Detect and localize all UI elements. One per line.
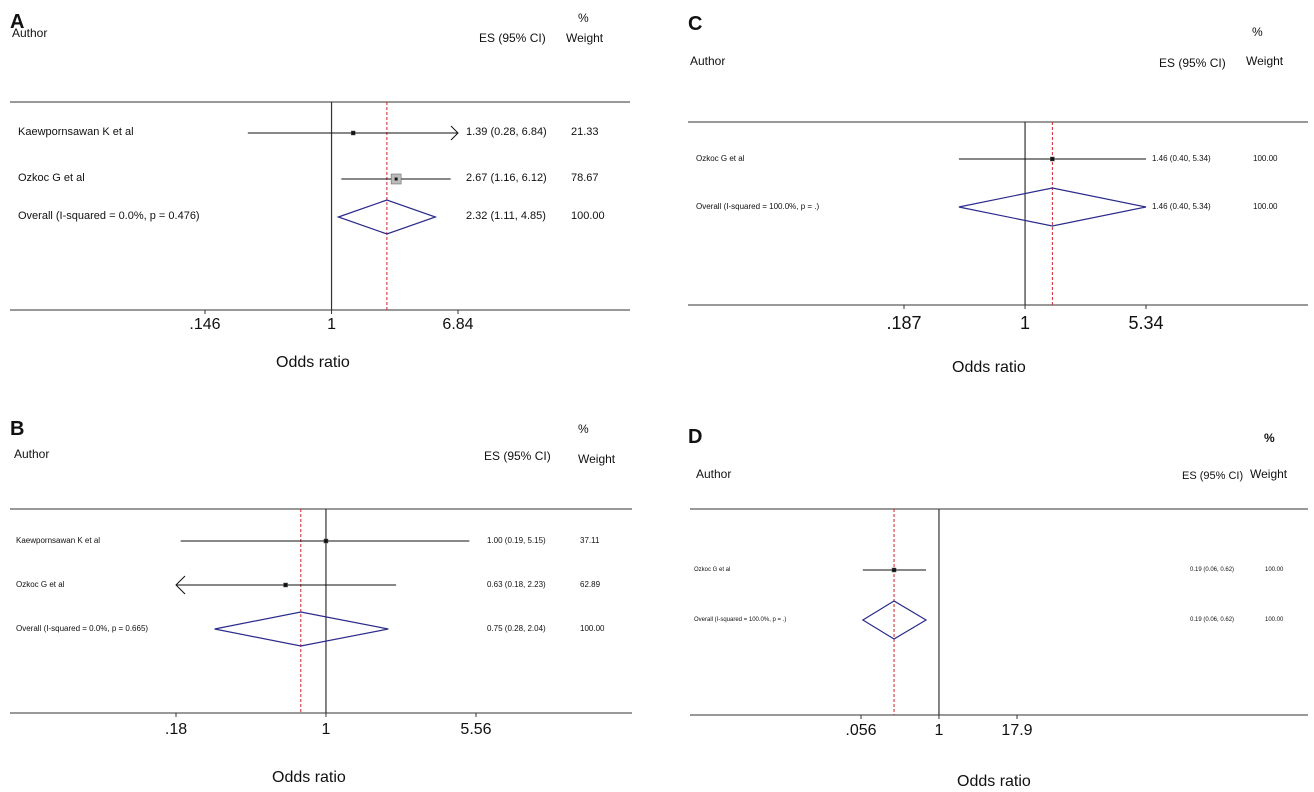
header-es: ES (95% CI) xyxy=(1182,470,1244,482)
forest-plot-c xyxy=(688,121,1308,309)
x-tick-label: 17.9 xyxy=(1001,722,1033,740)
header-es: ES (95% CI) xyxy=(479,31,546,45)
panel-letter: A xyxy=(10,11,25,33)
overall-label: Overall (I-squared = 0.0%, p = 0.665) xyxy=(16,623,149,633)
study-label: Ozkoc G et al xyxy=(16,579,65,589)
panel-letter: C xyxy=(688,13,703,35)
overall-es: 2.32 (1.11, 4.85) xyxy=(466,209,546,222)
study-label: Ozkoc G et al xyxy=(696,153,745,163)
x-axis-title: Odds ratio xyxy=(276,354,350,371)
ci-arrow-left xyxy=(175,575,186,595)
study-label: Ozkoc G et al xyxy=(18,171,85,184)
x-tick-label: .187 xyxy=(886,313,922,334)
study-es: 1.00 (0.19, 5.15) xyxy=(487,535,546,545)
point-center xyxy=(351,131,355,135)
header-author: Author xyxy=(12,26,48,40)
header-weight: Weight xyxy=(578,452,616,466)
header-author: Author xyxy=(14,447,50,461)
panel-letter: B xyxy=(10,418,25,440)
header-pct: % xyxy=(1264,431,1275,445)
overall-diamond xyxy=(861,600,928,640)
study-es: 1.39 (0.28, 6.84) xyxy=(466,125,547,138)
header-weight: Weight xyxy=(1246,54,1284,68)
x-axis-title: Odds ratio xyxy=(957,773,1031,790)
header-author: Author xyxy=(690,54,726,68)
study-es: 2.67 (1.16, 6.12) xyxy=(466,171,547,184)
x-tick-label: 1 xyxy=(1020,313,1031,334)
x-axis-title: Odds ratio xyxy=(952,359,1026,376)
study-weight: 62.89 xyxy=(580,579,601,589)
panel-a: A Author ES (95% CI) % Weight Kaewpornsa… xyxy=(0,0,640,395)
ci-arrow-right xyxy=(450,125,459,141)
forest-plot-a xyxy=(10,101,630,314)
header-weight: Weight xyxy=(566,31,604,45)
x-tick-label: 6.84 xyxy=(442,316,474,334)
overall-es: 1.46 (0.40, 5.34) xyxy=(1152,201,1211,211)
x-tick-label: 1 xyxy=(327,316,336,334)
forest-plot-d xyxy=(690,508,1308,719)
x-tick-label: .146 xyxy=(189,316,221,334)
panel-d: D Author ES (95% CI) % Weight Ozkoc G et… xyxy=(680,405,1314,792)
point-center xyxy=(1050,157,1054,161)
study-label: Kaewpornsawan K et al xyxy=(16,535,101,545)
study-weight: 78.67 xyxy=(571,171,599,184)
x-axis-title: Odds ratio xyxy=(272,769,346,786)
overall-label: Overall (I-squared = 100.0%, p = .) xyxy=(694,616,787,623)
header-pct: % xyxy=(578,422,589,436)
x-tick-label: 5.56 xyxy=(460,721,492,739)
overall-es: 0.19 (0.06, 0.62) xyxy=(1190,616,1235,623)
study-label: Ozkoc G et al xyxy=(694,566,731,573)
x-tick-label: 1 xyxy=(934,722,944,740)
overall-diamond xyxy=(214,611,389,647)
point-center xyxy=(892,568,896,572)
study-weight: 37.11 xyxy=(580,535,600,545)
x-tick-label: 1 xyxy=(321,721,331,739)
overall-diamond xyxy=(958,187,1147,227)
header-pct: % xyxy=(578,11,589,25)
forest-plot-b xyxy=(10,508,632,717)
point-center xyxy=(324,539,328,543)
header-author: Author xyxy=(696,467,732,481)
panel-letter: D xyxy=(688,426,703,448)
point-center xyxy=(394,177,398,181)
header-es: ES (95% CI) xyxy=(1159,56,1226,70)
header-weight: Weight xyxy=(1250,467,1288,481)
x-tick-label: 5.34 xyxy=(1128,313,1164,334)
overall-label: Overall (I-squared = 100.0%, p = .) xyxy=(696,201,820,211)
study-weight: 100.00 xyxy=(1253,153,1278,163)
header-es: ES (95% CI) xyxy=(484,449,551,463)
panel-c: C Author ES (95% CI) % Weight Ozkoc G et… xyxy=(680,0,1314,395)
overall-weight: 100.00 xyxy=(580,623,605,633)
study-weight: 100.00 xyxy=(1265,566,1284,573)
panel-b: B Author ES (95% CI) % Weight Kaewpornsa… xyxy=(0,405,640,792)
point-center xyxy=(284,583,288,587)
study-label: Kaewpornsawan K et al xyxy=(18,125,134,138)
overall-weight: 100.00 xyxy=(1265,616,1284,623)
overall-weight: 100.00 xyxy=(1253,201,1278,211)
header-pct: % xyxy=(1252,25,1263,39)
study-weight: 21.33 xyxy=(571,125,599,138)
x-tick-label: .056 xyxy=(845,722,877,740)
study-es: 1.46 (0.40, 5.34) xyxy=(1152,153,1211,163)
study-es: 0.63 (0.18, 2.23) xyxy=(487,579,546,589)
overall-diamond xyxy=(336,199,438,235)
overall-label: Overall (I-squared = 0.0%, p = 0.476) xyxy=(18,209,200,222)
x-tick-label: .18 xyxy=(164,721,188,739)
overall-weight: 100.00 xyxy=(571,209,605,222)
study-es: 0.19 (0.06, 0.62) xyxy=(1190,566,1235,573)
overall-es: 0.75 (0.28, 2.04) xyxy=(487,623,546,633)
